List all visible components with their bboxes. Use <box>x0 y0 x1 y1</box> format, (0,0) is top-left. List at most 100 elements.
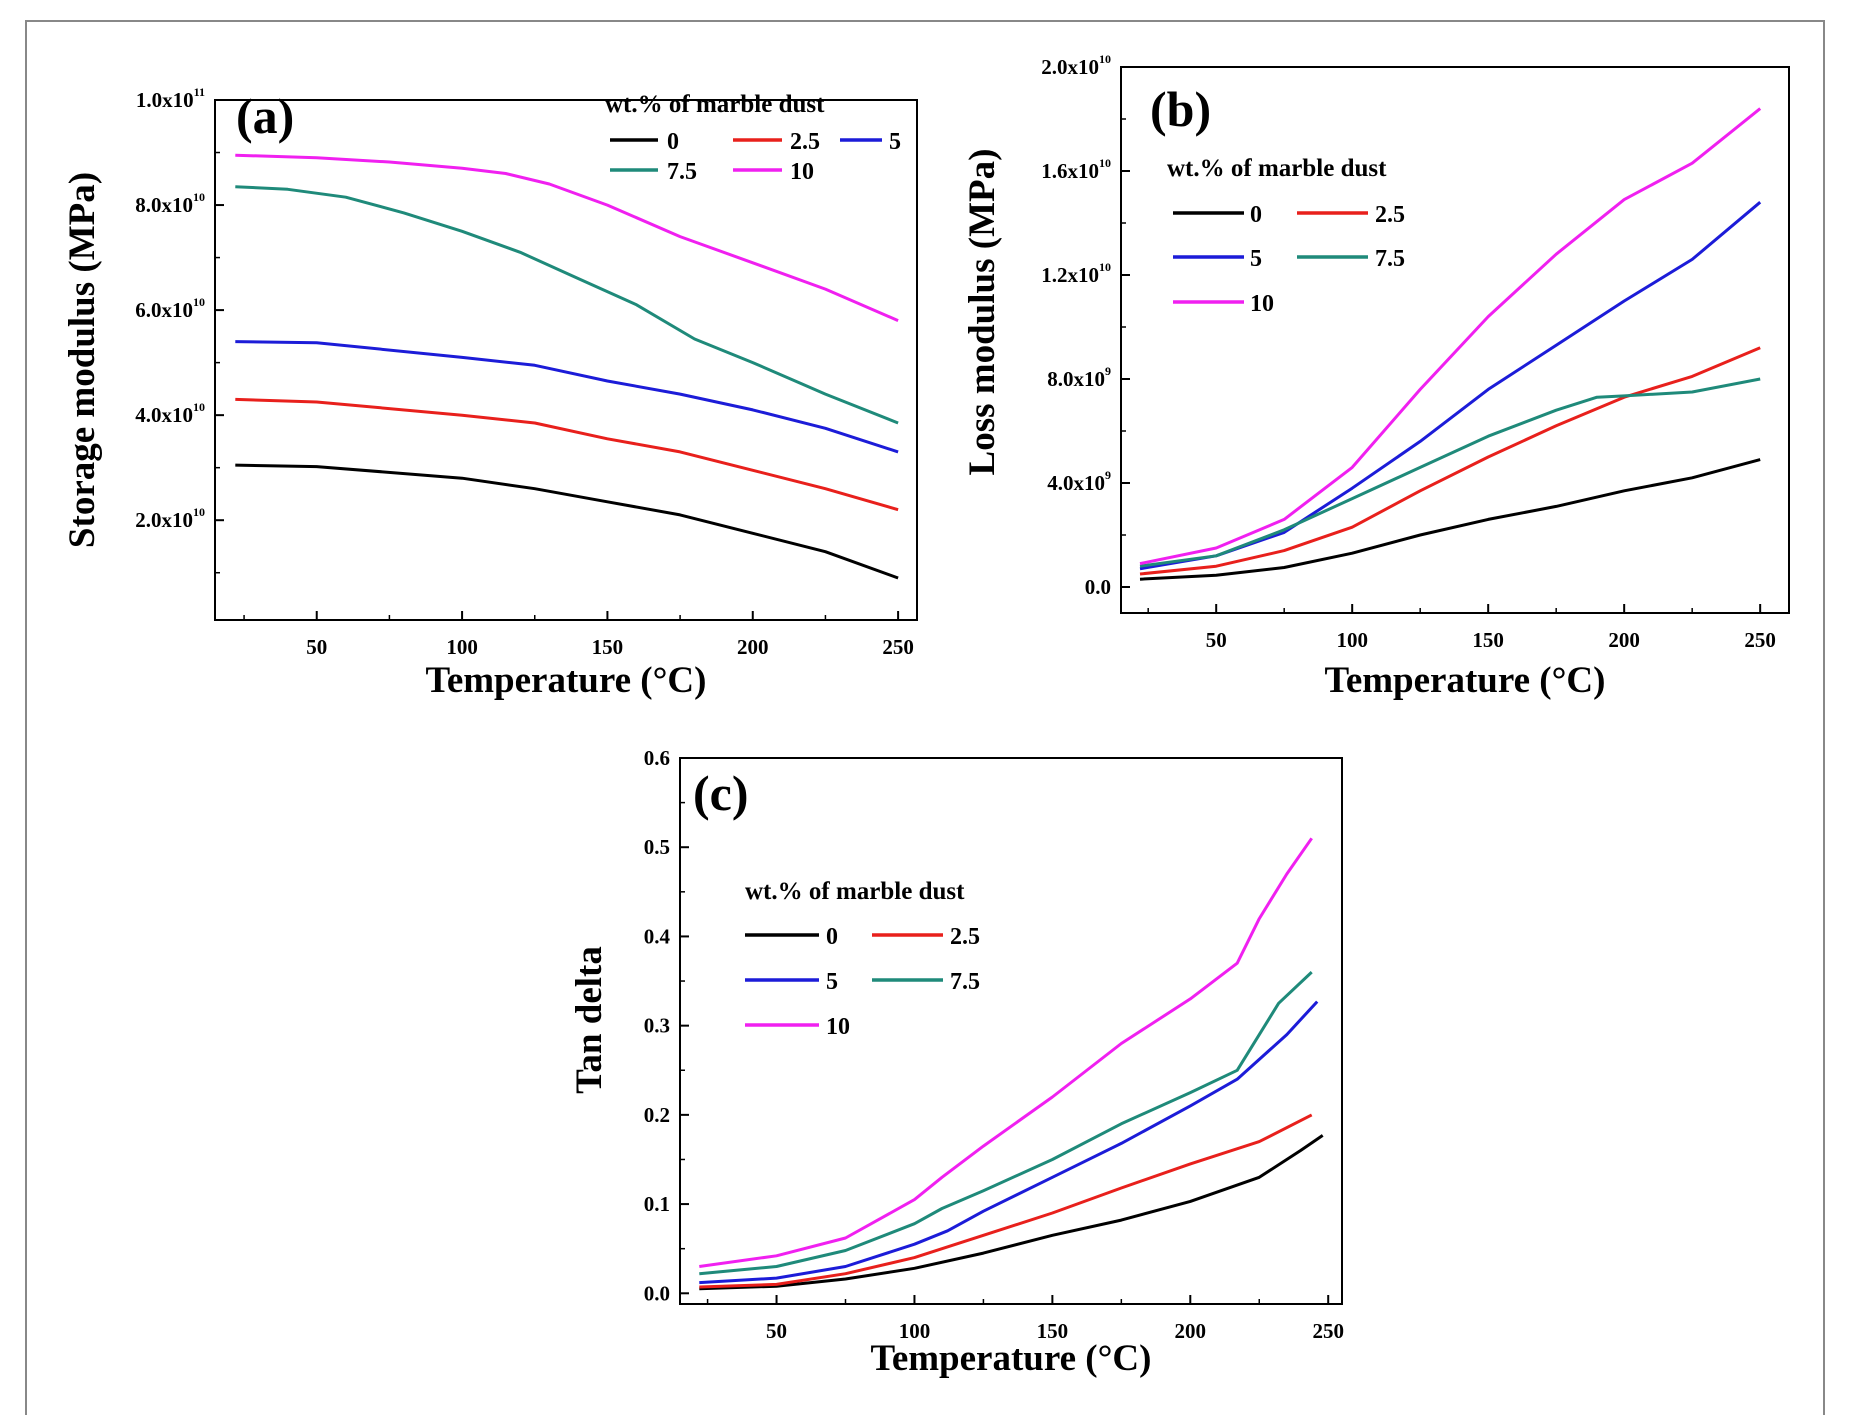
legend-label: 10 <box>790 159 814 185</box>
y-tick-mantissa: 0.0 <box>644 1281 670 1305</box>
x-tick-label: 50 <box>306 635 327 659</box>
y-tick-mantissa: 1.6x10 <box>1041 159 1099 183</box>
x-tick-label: 250 <box>1312 1319 1344 1343</box>
x-tick-label: 150 <box>1037 1319 1069 1343</box>
y-axis-title: Tan delta <box>569 946 610 1094</box>
y-tick-label: 8.0x1010 <box>135 190 205 217</box>
legend-item: 5 <box>1173 246 1262 272</box>
legend-item: 7.5 <box>1297 246 1405 272</box>
x-tick-label: 200 <box>737 635 769 659</box>
series-line-5 <box>235 340 899 454</box>
x-tick-label: 200 <box>1608 628 1640 652</box>
series-line-0 <box>235 463 899 580</box>
legend-label: 0 <box>1250 202 1262 228</box>
y-axis-title: Storage modulus (MPa) <box>62 172 103 548</box>
legend-item: 2.5 <box>872 924 980 950</box>
y-tick-label: 0.5 <box>644 835 670 859</box>
y-tick-exponent: 10 <box>193 400 205 414</box>
y-tick-mantissa: 6.0x10 <box>135 298 193 322</box>
series-line-5 <box>699 1000 1319 1285</box>
y-tick-label: 0.3 <box>644 1014 670 1038</box>
legend-item: 5 <box>840 129 901 155</box>
y-tick-exponent: 10 <box>193 505 205 519</box>
series-line-7-5 <box>235 185 899 425</box>
legend-item: 10 <box>733 159 814 185</box>
panel-a: 50 100 150 200 2502.0x10104.0x10106.0x10108.… <box>62 85 918 701</box>
legend-item: 0 <box>745 924 838 950</box>
y-tick-exponent: 10 <box>193 190 205 204</box>
legend-label: 7.5 <box>667 159 697 185</box>
x-tick-label: 100 <box>899 1319 931 1343</box>
legend-label: 0 <box>667 129 679 155</box>
y-tick-exponent: 10 <box>1099 260 1111 274</box>
series-line-2-5 <box>699 1113 1313 1289</box>
legend-label: 0 <box>826 924 838 950</box>
series-line-10 <box>235 153 899 322</box>
legend-title: wt.% of marble dust <box>745 878 965 905</box>
series-line-0 <box>699 1134 1324 1291</box>
y-tick-exponent: 10 <box>1099 52 1111 66</box>
series-line-10 <box>1139 107 1762 566</box>
x-tick-label: 50 <box>766 1319 787 1343</box>
y-tick-mantissa: 0.2 <box>644 1103 670 1127</box>
legend-label: 5 <box>1250 246 1262 272</box>
y-tick-exponent: 9 <box>1105 364 1111 378</box>
series-line-0 <box>1139 458 1761 581</box>
legend-label: 2.5 <box>1375 202 1405 228</box>
y-tick-label: 0.0 <box>1085 575 1111 599</box>
legend-label: 5 <box>826 969 838 995</box>
y-tick-mantissa: 0.6 <box>644 746 670 770</box>
y-tick-mantissa: 0.3 <box>644 1014 670 1038</box>
x-tick-label: 250 <box>882 635 914 659</box>
y-tick-mantissa: 0.0 <box>1085 575 1111 599</box>
legend-label: 2.5 <box>790 129 820 155</box>
y-tick-label: 1.0x1011 <box>136 85 205 112</box>
y-tick-mantissa: 2.0x10 <box>135 508 193 532</box>
y-axis-title: Loss modulus (MPa) <box>962 149 1003 476</box>
y-tick-mantissa: 1.0x10 <box>136 88 194 112</box>
y-tick-label: 1.6x1010 <box>1041 156 1111 183</box>
y-tick-mantissa: 0.4 <box>644 924 671 948</box>
y-tick-label: 0.1 <box>644 1192 670 1216</box>
series-line-10 <box>699 837 1313 1268</box>
y-tick-exponent: 11 <box>194 85 205 99</box>
y-tick-label: 2.0x1010 <box>135 505 205 532</box>
x-tick-label: 200 <box>1175 1319 1207 1343</box>
y-tick-label: 0.2 <box>644 1103 670 1127</box>
x-axis-title: Temperature (°C) <box>871 1338 1152 1379</box>
y-tick-mantissa: 0.1 <box>644 1192 670 1216</box>
y-tick-mantissa: 8.0x10 <box>1047 367 1105 391</box>
legend-item: 2.5 <box>1297 202 1405 228</box>
legend-label: 10 <box>826 1014 850 1040</box>
legend-title: wt.% of marble dust <box>605 91 825 118</box>
plot-area <box>214 99 918 621</box>
series-line-7-5 <box>699 971 1313 1276</box>
panel-c: 50 100 150 200 2500.00.10.20.30.40.50.6(c)Te… <box>569 746 1344 1379</box>
x-tick-label: 50 <box>1206 628 1227 652</box>
plot-area <box>1120 66 1790 614</box>
y-tick-mantissa: 1.2x10 <box>1041 263 1099 287</box>
series-line-7-5 <box>1139 377 1761 568</box>
x-axis-title: Temperature (°C) <box>426 660 707 701</box>
legend: wt.% of marble dust 0 2.5 5 7.5 10 <box>745 878 980 1040</box>
y-tick-mantissa: 8.0x10 <box>135 193 193 217</box>
y-tick-label: 0.4 <box>644 924 671 948</box>
series-line-2-5 <box>235 397 899 512</box>
legend-item: 10 <box>1173 291 1274 317</box>
legend-label: 7.5 <box>950 969 980 995</box>
legend-item: 5 <box>745 969 838 995</box>
x-tick-label: 100 <box>446 635 478 659</box>
legend-label: 2.5 <box>950 924 980 950</box>
panel-b: 50 100 150 200 2500.04.0x1098.0x1091.2x10101… <box>962 52 1790 701</box>
series-line-2-5 <box>1139 346 1761 576</box>
legend-item: 10 <box>745 1014 850 1040</box>
legend-title: wt.% of marble dust <box>1167 155 1387 182</box>
legend-label: 7.5 <box>1375 246 1405 272</box>
y-tick-label: 4.0x1010 <box>135 400 205 427</box>
y-tick-label: 0.0 <box>644 1281 670 1305</box>
panel-label: (c) <box>693 765 749 821</box>
y-tick-label: 4.0x109 <box>1047 468 1111 495</box>
panel-label: (a) <box>236 88 294 144</box>
legend-item: 0 <box>610 129 679 155</box>
